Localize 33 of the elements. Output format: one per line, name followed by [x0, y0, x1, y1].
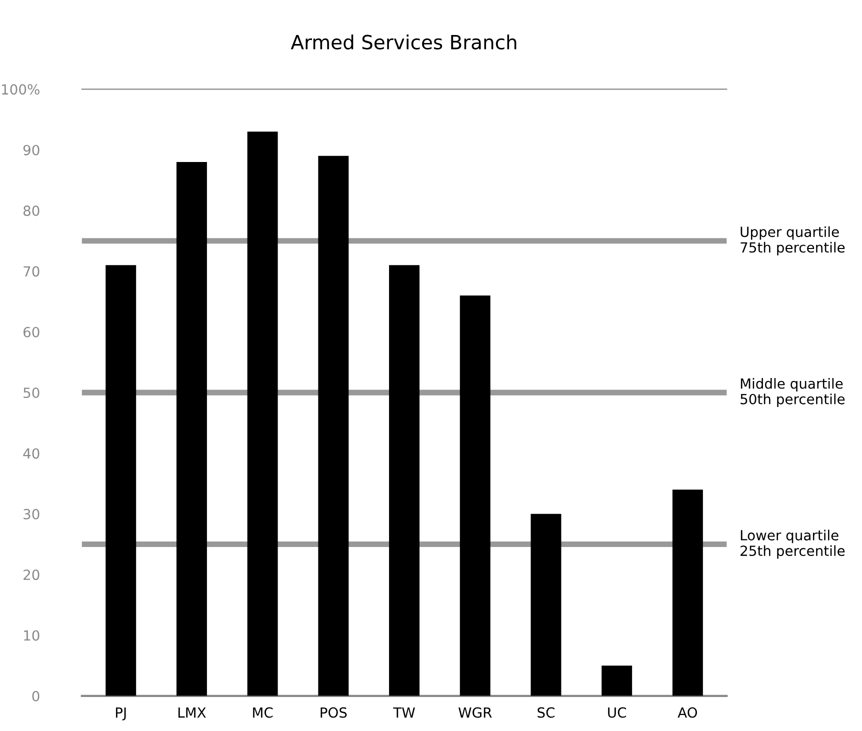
x-tick-label: SC — [538, 707, 554, 718]
ref-line-label: Middle quartile 50th percentile — [740, 378, 845, 408]
x-tick-label: UC — [608, 707, 626, 718]
bar — [672, 490, 703, 696]
y-tick-label: 90 — [23, 144, 40, 156]
y-tick-label: 50 — [24, 388, 40, 398]
y-tick-label: 0 — [32, 690, 40, 702]
x-tick-label: PJ — [116, 707, 126, 720]
x-tick-label: AO — [678, 707, 698, 718]
y-tick-label: 70 — [24, 266, 40, 277]
bar — [460, 295, 490, 696]
bar — [106, 265, 136, 696]
y-tick-label: 100% — [2, 84, 40, 95]
bar — [530, 514, 562, 696]
chart-title: Armed Services Branch — [290, 34, 516, 50]
y-tick-label: 80 — [23, 205, 40, 216]
y-tick-label: 30 — [24, 508, 40, 520]
x-tick-label: TW — [393, 707, 415, 718]
y-tick-label: 60 — [24, 326, 40, 338]
x-tick-label: LMX — [178, 707, 206, 718]
x-tick-label: WGR — [458, 707, 492, 718]
bar — [176, 162, 207, 696]
y-tick-label: 10 — [24, 630, 40, 641]
x-tick-label: POS — [320, 707, 347, 718]
ref-line-label: Lower quartile 25th percentile — [740, 530, 845, 559]
y-tick-label: 40 — [23, 448, 40, 459]
x-tick-label: MC — [253, 707, 273, 718]
ref-line-label: Upper quartile 75th percentile — [740, 226, 845, 256]
bar — [318, 156, 349, 696]
y-tick-label: 20 — [24, 570, 40, 580]
bar — [247, 132, 278, 696]
bar — [389, 265, 420, 696]
bar — [602, 666, 632, 696]
